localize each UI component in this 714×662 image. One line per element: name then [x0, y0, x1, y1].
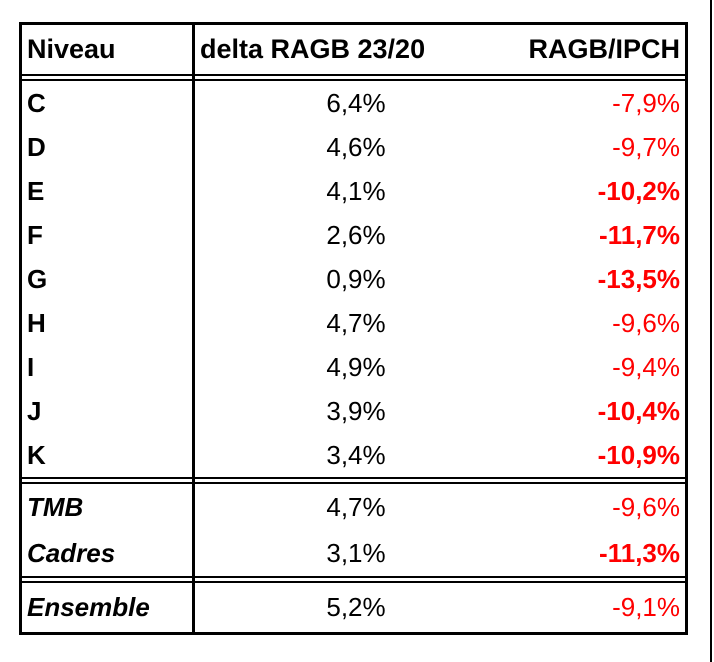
row-label: Cadres — [27, 537, 116, 568]
delta-value: 6,4% — [326, 87, 386, 118]
ratio-value: -7,9% — [612, 87, 680, 118]
table-row-ensemble: Ensemble 5,2% -9,1% — [22, 583, 685, 632]
row-label: K — [27, 439, 46, 470]
table-row-f: F 2,6% -11,7% — [22, 213, 685, 257]
row-label: I — [27, 351, 35, 382]
table-row-e: E 4,1% -10,2% — [22, 169, 685, 213]
table-row-j: J 3,9% -10,4% — [22, 389, 685, 433]
ratio-value: -11,3% — [599, 537, 680, 568]
ratio-value: -9,7% — [612, 131, 680, 162]
table-row-g: G 0,9% -13,5% — [22, 257, 685, 301]
table-row-k: K 3,4% -10,9% — [22, 433, 685, 477]
ratio-value: -13,5% — [597, 263, 680, 294]
table-row-cadres: Cadres 3,1% -11,3% — [22, 530, 685, 576]
delta-value: 4,7% — [326, 307, 386, 338]
delta-value: 0,9% — [326, 263, 386, 294]
table-row-c: C 6,4% -7,9% — [22, 81, 685, 125]
row-label: H — [27, 307, 46, 338]
ratio-value: -10,2% — [597, 175, 680, 206]
header-row: Niveau delta RAGB 23/20 RAGB/IPCH — [22, 25, 685, 74]
delta-value: 4,7% — [326, 491, 386, 522]
row-label: J — [27, 395, 42, 426]
row-label: TMB — [27, 491, 84, 522]
delta-value: 3,4% — [326, 439, 386, 470]
table-row-i: I 4,9% -9,4% — [22, 345, 685, 389]
ratio-value: -9,1% — [612, 592, 680, 622]
delta-value: 3,9% — [326, 395, 386, 426]
delta-value: 5,2% — [326, 592, 386, 622]
delta-value: 4,1% — [326, 175, 386, 206]
delta-value: 4,9% — [326, 351, 386, 382]
row-label: F — [27, 219, 43, 250]
row-label: G — [27, 263, 48, 294]
double-separator-after-groups — [22, 576, 685, 583]
delta-value: 2,6% — [326, 219, 386, 250]
ratio-value: -10,9% — [597, 439, 680, 470]
page-edge-gridline — [710, 0, 712, 662]
column-header-ragb-ipch: RAGB/IPCH — [528, 34, 680, 64]
ratio-value: -9,6% — [612, 491, 680, 522]
ratio-value: -11,7% — [599, 219, 680, 250]
ragb-comparison-table: Niveau delta RAGB 23/20 RAGB/IPCH C 6,4%… — [19, 22, 688, 635]
column-header-delta-ragb: delta RAGB 23/20 — [200, 34, 426, 64]
row-label: Ensemble — [27, 592, 150, 622]
column-header-niveau: Niveau — [27, 34, 116, 64]
delta-value: 3,1% — [326, 537, 386, 568]
ratio-value: -9,6% — [612, 307, 680, 338]
column-divider-line — [192, 25, 195, 632]
row-label: E — [27, 175, 45, 206]
ratio-value: -9,4% — [612, 351, 680, 382]
table-row-h: H 4,7% -9,6% — [22, 301, 685, 345]
row-label: C — [27, 87, 46, 118]
table-row-tmb: TMB 4,7% -9,6% — [22, 484, 685, 530]
delta-value: 4,6% — [326, 131, 386, 162]
double-separator-after-niveaux — [22, 477, 685, 484]
table-row-d: D 4,6% -9,7% — [22, 125, 685, 169]
double-separator-after-header — [22, 74, 685, 81]
ratio-value: -10,4% — [597, 395, 680, 426]
row-label: D — [27, 131, 46, 162]
